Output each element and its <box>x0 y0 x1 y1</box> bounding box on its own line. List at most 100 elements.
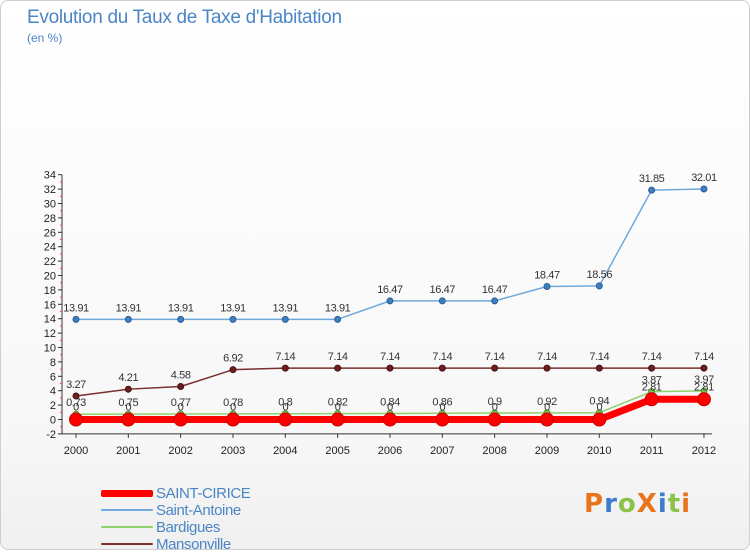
y-tick-label: 20 <box>44 271 56 283</box>
data-label: 13.91 <box>168 302 194 314</box>
data-label: 16.47 <box>430 284 456 296</box>
y-tick-label: 6 <box>50 371 56 383</box>
data-point <box>72 315 80 323</box>
y-tick-label: 30 <box>44 199 56 211</box>
data-label: 7.14 <box>328 351 348 363</box>
y-tick-label: 10 <box>44 343 56 355</box>
logo-letter: X <box>636 489 658 519</box>
data-point <box>595 364 603 372</box>
data-label: 0.92 <box>537 396 557 408</box>
data-label: 0.94 <box>589 396 609 408</box>
data-point <box>177 315 185 323</box>
y-tick-label: 34 <box>44 170 56 182</box>
data-label: 0.82 <box>328 397 348 409</box>
data-label: 0 <box>544 402 550 414</box>
data-point <box>700 185 708 193</box>
x-tick-label: 2006 <box>378 445 402 457</box>
y-tick-label: 8 <box>50 357 56 369</box>
data-point <box>124 385 132 393</box>
x-tick-label: 2008 <box>482 445 506 457</box>
logo-letter: i <box>681 489 692 519</box>
data-point <box>281 315 289 323</box>
data-point <box>644 392 659 407</box>
data-label: 18.47 <box>534 270 560 282</box>
logo-letter: P <box>584 489 605 519</box>
data-point <box>281 364 289 372</box>
legend-label-mansonville: Mansonville <box>156 536 231 553</box>
legend-swatch-bardigues <box>101 526 153 528</box>
data-label: 2.81 <box>694 381 714 393</box>
data-point <box>543 283 551 291</box>
data-point <box>491 364 499 372</box>
y-tick-label: -2 <box>46 429 56 441</box>
data-label: 0 <box>73 402 79 414</box>
data-label: 7.14 <box>642 351 662 363</box>
legend-label-saint-cirice: SAINT-CIRICE <box>156 485 251 502</box>
data-point <box>225 412 240 427</box>
data-point <box>229 315 237 323</box>
chart-subtitle: (en %) <box>27 31 63 45</box>
logo-letter: o <box>617 489 637 519</box>
data-label: 13.91 <box>116 302 142 314</box>
data-point <box>487 412 502 427</box>
data-point <box>334 364 342 372</box>
data-label: 7.14 <box>537 351 557 363</box>
data-label: 0.75 <box>118 397 138 409</box>
x-tick-label: 2009 <box>535 445 559 457</box>
y-tick-label: 28 <box>44 213 56 225</box>
data-point <box>334 315 342 323</box>
data-point <box>543 364 551 372</box>
data-point <box>648 186 656 194</box>
data-label: 13.91 <box>63 302 89 314</box>
y-tick-label: 14 <box>44 314 56 326</box>
data-point <box>330 412 345 427</box>
data-label: 31.85 <box>639 173 665 185</box>
data-label: 0 <box>492 402 498 414</box>
data-label: 0 <box>439 402 445 414</box>
data-label: 3.27 <box>66 379 86 391</box>
x-tick-label: 2012 <box>692 445 716 457</box>
data-label: 18.56 <box>587 269 613 281</box>
data-point <box>592 412 607 427</box>
data-point <box>539 412 554 427</box>
legend-label-saint-antoine: Saint-Antoine <box>156 502 241 519</box>
data-label: 0.77 <box>171 397 191 409</box>
x-tick-label: 2000 <box>64 445 88 457</box>
y-tick-label: 26 <box>44 227 56 239</box>
legend-swatch-saint-cirice <box>101 489 153 497</box>
data-label: 0.86 <box>432 396 452 408</box>
y-tick-label: 22 <box>44 256 56 268</box>
y-tick-label: 4 <box>50 386 56 398</box>
data-point <box>435 412 450 427</box>
data-label: 0 <box>282 402 288 414</box>
data-point <box>438 297 446 305</box>
data-label: 13.91 <box>325 302 351 314</box>
data-point <box>177 383 185 391</box>
logo-letter: r <box>604 489 618 519</box>
data-label: 0 <box>596 402 602 414</box>
data-point <box>438 364 446 372</box>
data-label: 7.14 <box>380 351 400 363</box>
x-tick-label: 2004 <box>273 445 297 457</box>
data-label: 7.14 <box>432 351 452 363</box>
data-point <box>648 364 656 372</box>
data-label: 0 <box>178 402 184 414</box>
data-label: 16.47 <box>377 284 403 296</box>
data-point <box>696 392 711 407</box>
data-label: 4.58 <box>171 370 191 382</box>
x-tick-label: 2007 <box>430 445 454 457</box>
data-label: 13.91 <box>273 302 299 314</box>
data-point <box>386 364 394 372</box>
data-point <box>69 412 83 427</box>
data-point <box>595 282 603 290</box>
data-label: 3.97 <box>694 374 714 386</box>
data-point <box>386 297 394 305</box>
data-label: 7.14 <box>275 351 295 363</box>
data-label: 2.81 <box>642 381 662 393</box>
data-label: 4.21 <box>118 372 138 384</box>
data-point <box>173 412 188 427</box>
legend-swatch-saint-antoine <box>101 509 153 511</box>
data-point <box>700 364 708 372</box>
y-tick-label: 32 <box>44 184 56 196</box>
